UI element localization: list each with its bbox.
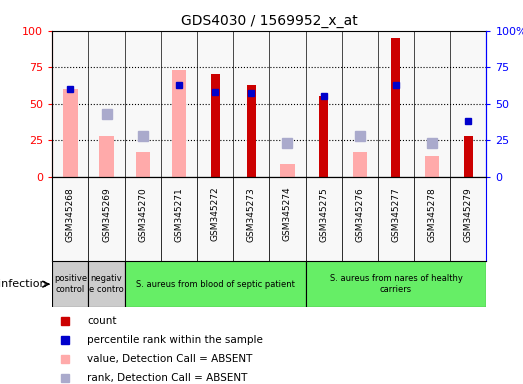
Bar <box>414 177 450 261</box>
Bar <box>233 177 269 261</box>
Text: count: count <box>87 316 117 326</box>
Bar <box>342 177 378 261</box>
Bar <box>269 31 305 177</box>
Bar <box>305 261 486 307</box>
Text: positive
control: positive control <box>54 275 87 294</box>
Bar <box>197 31 233 177</box>
Text: GSM345274: GSM345274 <box>283 187 292 242</box>
Bar <box>88 177 124 261</box>
Text: GSM345276: GSM345276 <box>355 187 365 242</box>
Text: GSM345270: GSM345270 <box>138 187 147 242</box>
Bar <box>124 177 161 261</box>
Bar <box>172 70 186 177</box>
Bar <box>52 177 88 261</box>
Bar <box>305 31 342 177</box>
Text: GSM345277: GSM345277 <box>391 187 401 242</box>
Bar <box>305 177 342 261</box>
Bar <box>63 89 77 177</box>
Bar <box>247 85 256 177</box>
Text: GSM345269: GSM345269 <box>102 187 111 242</box>
Text: GSM345275: GSM345275 <box>319 187 328 242</box>
Bar <box>353 152 367 177</box>
Bar <box>161 31 197 177</box>
Text: negativ
e contro: negativ e contro <box>89 275 124 294</box>
Bar <box>161 177 197 261</box>
Text: GSM345271: GSM345271 <box>174 187 184 242</box>
Bar <box>450 177 486 261</box>
Text: percentile rank within the sample: percentile rank within the sample <box>87 335 263 345</box>
Bar <box>135 152 150 177</box>
Bar <box>378 177 414 261</box>
Text: S. aureus from blood of septic patient: S. aureus from blood of septic patient <box>135 280 294 289</box>
Bar <box>450 31 486 177</box>
Bar <box>414 31 450 177</box>
Bar <box>88 31 124 177</box>
Bar <box>197 177 233 261</box>
Text: GSM345272: GSM345272 <box>211 187 220 242</box>
Text: value, Detection Call = ABSENT: value, Detection Call = ABSENT <box>87 354 253 364</box>
Bar <box>269 177 305 261</box>
Bar <box>52 31 88 177</box>
Bar <box>88 261 124 307</box>
Bar <box>425 156 439 177</box>
Bar <box>211 74 220 177</box>
Bar <box>342 31 378 177</box>
Bar <box>280 164 294 177</box>
Text: GSM345268: GSM345268 <box>66 187 75 242</box>
Bar <box>52 261 88 307</box>
Text: GSM345279: GSM345279 <box>464 187 473 242</box>
Bar <box>124 31 161 177</box>
Bar <box>124 261 305 307</box>
Text: infection: infection <box>0 279 47 289</box>
Bar <box>99 136 114 177</box>
Bar <box>233 31 269 177</box>
Bar <box>319 96 328 177</box>
Text: GSM345278: GSM345278 <box>428 187 437 242</box>
Text: rank, Detection Call = ABSENT: rank, Detection Call = ABSENT <box>87 373 247 383</box>
Text: GSM345273: GSM345273 <box>247 187 256 242</box>
Bar <box>378 31 414 177</box>
Title: GDS4030 / 1569952_x_at: GDS4030 / 1569952_x_at <box>181 14 358 28</box>
Text: S. aureus from nares of healthy
carriers: S. aureus from nares of healthy carriers <box>329 275 462 294</box>
Bar <box>464 136 473 177</box>
Bar <box>391 38 401 177</box>
